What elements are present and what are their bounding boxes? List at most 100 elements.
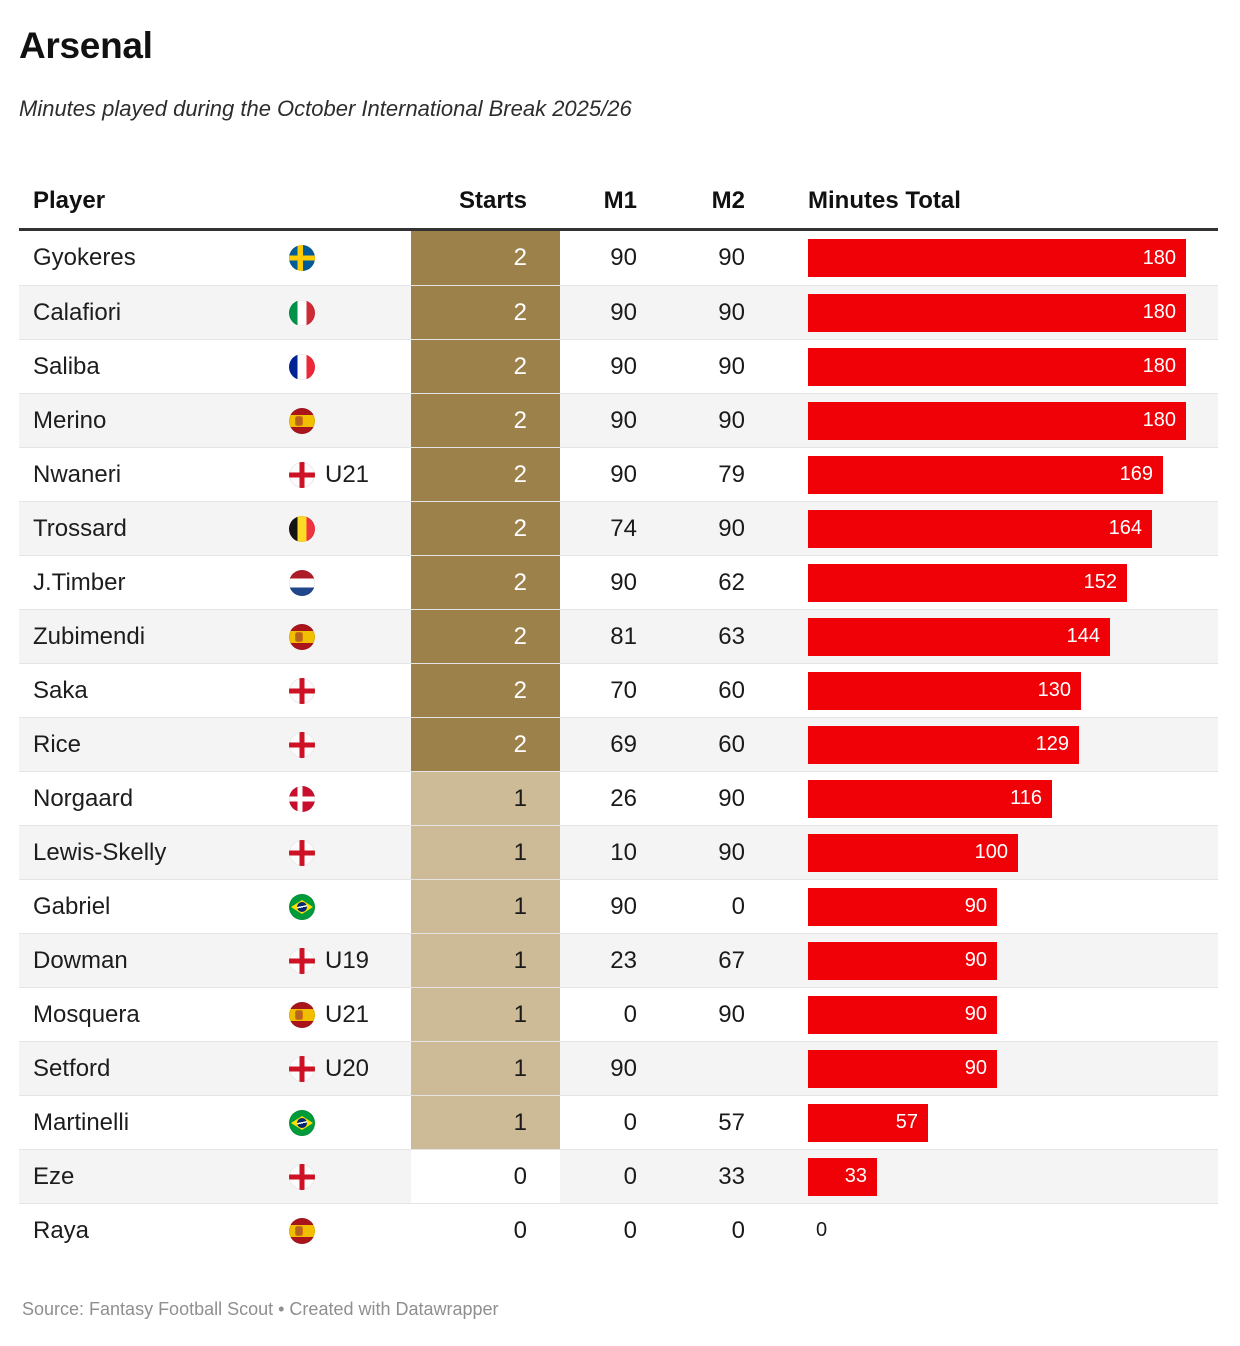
starts-cell: 2 (411, 286, 560, 339)
table-row: Gabriel 1 90 0 90 (19, 879, 1218, 933)
m2-cell (637, 1042, 745, 1095)
player-cell: Calafiori (19, 286, 411, 339)
starts-cell: 1 (411, 880, 560, 933)
m2-cell: 90 (718, 514, 745, 542)
m1-cell: 90 (610, 406, 637, 434)
minutes-bar-label: 90 (964, 895, 987, 917)
m1-cell: 0 (623, 1216, 637, 1244)
age-group-label: U21 (325, 1000, 370, 1028)
table-row: Mosquera U21 1 0 90 90 (19, 987, 1218, 1041)
sweden-flag-icon (289, 245, 315, 271)
m1-cell: 90 (610, 892, 637, 920)
m1-cell: 81 (610, 622, 637, 650)
m2-cell: 90 (718, 244, 745, 271)
table-row: Calafiori 2 90 90 180 (19, 285, 1218, 339)
minutes-total-cell: 57 (745, 1096, 1218, 1149)
player-name: Saliba (33, 352, 100, 380)
player-name: Rice (33, 730, 82, 758)
table-row: Rice 2 69 60 129 (19, 717, 1218, 771)
starts-cell: 1 (411, 1096, 560, 1149)
player-name: Eze (33, 1162, 75, 1190)
table-row: Lewis-Skelly 1 10 90 100 (19, 825, 1218, 879)
player-name: Gyokeres (33, 244, 136, 271)
belgium-flag-icon (289, 516, 315, 542)
minutes-total-cell: 116 (745, 772, 1218, 825)
m1-cell: 90 (610, 244, 637, 271)
m2-cell: 33 (718, 1162, 745, 1190)
player-cell: Lewis-Skelly (19, 826, 411, 879)
minutes-bar-label: 57 (895, 1111, 918, 1133)
player-cell: Eze (19, 1150, 411, 1203)
minutes-total-cell: 180 (745, 231, 1218, 285)
column-header-minutes-total: Minutes Total (808, 187, 961, 214)
minutes-bar-label: 169 (1119, 463, 1153, 485)
minutes-total-cell: 0 (745, 1204, 1218, 1257)
minutes-bar-label: 180 (1142, 409, 1176, 431)
france-flag-icon (289, 354, 315, 380)
table-row: Trossard 2 74 90 164 (19, 501, 1218, 555)
m1-cell: 70 (610, 676, 637, 704)
minutes-bar: 90 (808, 941, 997, 980)
denmark-flag-icon (289, 786, 315, 812)
m2-cell: 79 (718, 460, 745, 488)
player-name: Setford (33, 1054, 111, 1082)
m1-cell: 90 (610, 460, 637, 488)
m2-cell: 90 (718, 406, 745, 434)
player-cell: Saliba (19, 340, 411, 393)
brazil-flag-icon (289, 894, 315, 920)
table-row: Gyokeres 2 90 90 180 (19, 231, 1218, 285)
age-group-label: U21 (325, 460, 370, 488)
zero-value-label: 0 (816, 1219, 828, 1241)
column-header-player: Player (33, 187, 106, 214)
table-row: Raya 0 0 0 0 (19, 1203, 1218, 1257)
minutes-total-cell: 100 (745, 826, 1218, 879)
player-name: Martinelli (33, 1108, 130, 1136)
m1-cell: 10 (610, 838, 637, 866)
minutes-total-cell: 180 (745, 394, 1218, 447)
player-cell: Dowman U19 (19, 934, 411, 987)
m1-cell: 26 (610, 784, 637, 812)
minutes-bar: 180 (808, 347, 1186, 386)
spain-flag-icon (289, 1002, 315, 1028)
player-name: Saka (33, 676, 88, 704)
netherlands-flag-icon (289, 570, 315, 596)
table-row: Dowman U19 1 23 67 90 (19, 933, 1218, 987)
minutes-bar: 33 (808, 1157, 877, 1196)
minutes-total-cell: 90 (745, 880, 1218, 933)
minutes-bar-label: 130 (1037, 679, 1071, 701)
table-row: Martinelli 1 0 57 57 (19, 1095, 1218, 1149)
minutes-total-cell: 152 (745, 556, 1218, 609)
player-cell: Trossard (19, 502, 411, 555)
starts-cell: 0 (411, 1150, 560, 1203)
minutes-total-cell: 90 (745, 934, 1218, 987)
minutes-bar: 180 (808, 401, 1186, 440)
spain-flag-icon (289, 1218, 315, 1244)
minutes-bar-label: 180 (1142, 355, 1176, 377)
england-flag-icon (289, 840, 315, 866)
starts-cell: 2 (411, 340, 560, 393)
starts-cell: 2 (411, 448, 560, 501)
minutes-bar: 57 (808, 1103, 928, 1142)
minutes-bar: 100 (808, 833, 1018, 872)
minutes-bar-label: 33 (844, 1165, 867, 1187)
chart-subtitle: Minutes played during the October Intern… (19, 96, 632, 121)
m1-cell: 90 (610, 298, 637, 326)
minutes-bar-label: 180 (1142, 246, 1176, 269)
m1-cell: 90 (610, 352, 637, 380)
spain-flag-icon (289, 408, 315, 434)
minutes-bar: 90 (808, 1049, 997, 1088)
minutes-total-cell: 130 (745, 664, 1218, 717)
minutes-bar: 164 (808, 509, 1152, 548)
m1-cell: 0 (623, 1162, 637, 1190)
minutes-total-cell: 180 (745, 286, 1218, 339)
starts-cell: 2 (411, 610, 560, 663)
minutes-bar: 180 (808, 239, 1186, 277)
england-flag-icon (289, 1056, 315, 1082)
player-cell: Gyokeres (19, 231, 411, 285)
player-name: Calafiori (33, 298, 122, 326)
player-cell: Saka (19, 664, 411, 717)
player-name: Lewis-Skelly (33, 838, 167, 866)
column-header-m1: M1 (603, 187, 637, 214)
m2-cell: 0 (731, 1216, 745, 1244)
player-name: Zubimendi (33, 622, 146, 650)
